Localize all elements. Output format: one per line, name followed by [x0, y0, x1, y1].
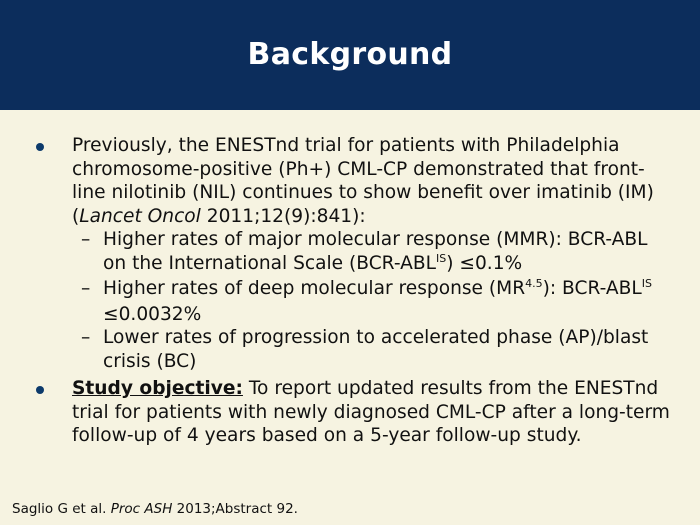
- slide-title: Background: [247, 36, 453, 72]
- sub-bullet-progression: – Lower rates of progression to accelera…: [81, 326, 673, 373]
- bullet-dot-icon: [36, 386, 44, 394]
- dash-icon: –: [81, 327, 91, 348]
- footer-details: 2013;Abstract 92.: [172, 501, 298, 517]
- superscript: IS: [435, 251, 447, 265]
- superscript: IS: [641, 277, 653, 290]
- objective-label: Study objective:: [72, 378, 243, 399]
- bullet-study-objective: Study objective: To report updated resul…: [36, 377, 672, 448]
- sub-bullet-text: Higher rates of deep molecular response …: [103, 278, 526, 299]
- bullet-previous-results: Previously, the ENESTnd trial for patien…: [36, 134, 672, 228]
- bullet-text: Previously, the ENESTnd trial for patien…: [72, 135, 654, 227]
- objective-text: To report updated results from the ENEST…: [72, 378, 670, 446]
- superscript: 4.5: [525, 277, 543, 290]
- footer-authors: Saglio G et al.: [12, 501, 111, 517]
- journal-citation: Lancet Oncol: [79, 205, 201, 227]
- sub-bullet-text-end: ) ≤0.1%: [446, 252, 523, 274]
- title-bar: Background: [0, 0, 700, 110]
- dash-icon: –: [81, 278, 91, 299]
- sub-bullet-text: Higher rates of major molecular response…: [103, 229, 648, 274]
- citation-details: 2011;12(9):841):: [200, 205, 366, 227]
- slide-content: Previously, the ENESTnd trial for patien…: [0, 110, 700, 525]
- sub-bullet-text-mid: ): BCR-ABL: [542, 278, 642, 299]
- dash-icon: –: [81, 229, 91, 250]
- footer-citation: Saglio G et al. Proc ASH 2013;Abstract 9…: [12, 501, 298, 517]
- bullet-dot-icon: [36, 143, 44, 151]
- sub-bullet-text-end: ≤0.0032%: [103, 303, 202, 325]
- footer-journal: Proc ASH: [110, 501, 173, 517]
- sub-bullet-mmr: – Higher rates of major molecular respon…: [81, 228, 673, 277]
- sub-bullet-text: Lower rates of progression to accelerate…: [103, 327, 649, 372]
- sub-bullet-deep-response: – Higher rates of deep molecular respons…: [81, 277, 673, 326]
